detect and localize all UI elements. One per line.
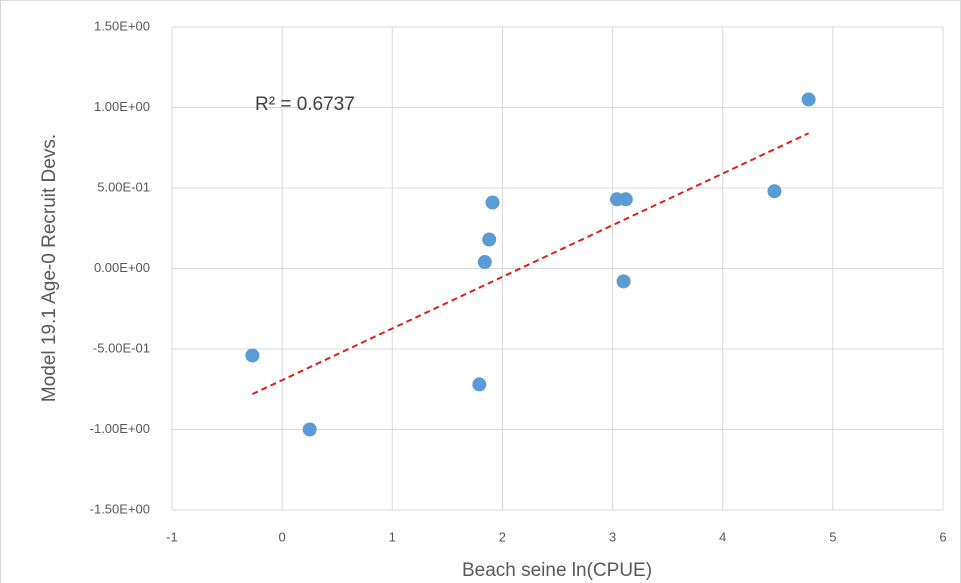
point	[618, 192, 633, 207]
r-squared: R² = 0.6737	[255, 94, 355, 115]
point	[477, 255, 492, 270]
y-axis-title: Model 19.1 Age-0 Recruit Devs.	[39, 134, 60, 402]
y-tick-label: 0.00E+00	[94, 260, 150, 275]
point	[472, 377, 487, 392]
x-tick-label: 3	[609, 529, 616, 544]
point	[801, 92, 816, 107]
y-tick-label: -5.00E-01	[93, 340, 150, 355]
x-tick-label: 5	[829, 529, 836, 544]
y-tick-label: 1.00E+00	[94, 99, 150, 114]
x-tick-label: 4	[719, 529, 726, 544]
x-tick-label: 2	[499, 529, 506, 544]
y-tick-label: 1.50E+00	[94, 18, 150, 33]
point	[245, 348, 260, 363]
x-axis-title: Beach seine ln(CPUE)	[462, 560, 652, 581]
point	[302, 422, 317, 437]
y-tick-label: 5.00E-01	[97, 179, 150, 194]
x-tick-label: 6	[939, 529, 946, 544]
y-tick-label: -1.00E+00	[90, 421, 150, 436]
point	[767, 184, 782, 199]
point	[482, 232, 497, 247]
x-tick-label: 1	[389, 529, 396, 544]
x-tick-label: 0	[279, 529, 286, 544]
point	[485, 195, 500, 210]
point	[616, 274, 631, 289]
x-tick-label: -1	[166, 529, 178, 544]
trendline	[251, 132, 810, 395]
y-tick-label: -1.50E+00	[90, 501, 150, 516]
